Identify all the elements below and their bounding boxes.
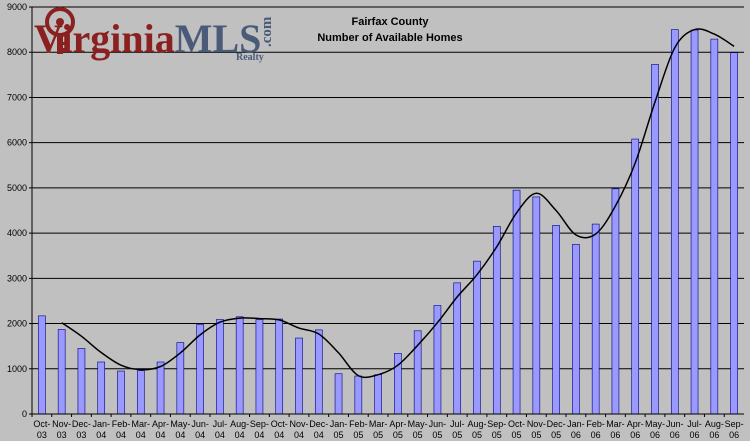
bar bbox=[354, 375, 363, 415]
x-tick-label: Sep-06 bbox=[725, 419, 744, 440]
y-tick-label: 1000 bbox=[7, 364, 27, 374]
bar bbox=[690, 29, 699, 415]
x-tick-label: Oct-05 bbox=[508, 419, 525, 440]
x-tick-label: Oct-04 bbox=[271, 419, 288, 440]
x-tick-label: Apr-05 bbox=[389, 419, 406, 440]
bar bbox=[651, 64, 659, 415]
bar bbox=[295, 337, 303, 415]
bar bbox=[77, 348, 86, 415]
trend-line bbox=[61, 28, 735, 379]
x-tick-label: Apr-06 bbox=[627, 419, 644, 440]
bar bbox=[57, 329, 66, 415]
bar bbox=[670, 29, 679, 415]
bar bbox=[334, 373, 343, 415]
x-tick-label: Jun-06 bbox=[666, 419, 684, 440]
chart-subtitle: Number of Available Homes bbox=[317, 32, 462, 44]
y-tick-label: 4000 bbox=[7, 228, 27, 238]
bar bbox=[572, 244, 580, 415]
y-tick-label: 5000 bbox=[7, 183, 27, 193]
bar bbox=[473, 260, 481, 415]
bar bbox=[38, 315, 46, 415]
x-tick-label: Jul-05 bbox=[450, 419, 465, 440]
y-tick-labels: 0 1000 2000 3000 4000 5000 6000 7000 8000 9000 bbox=[7, 2, 32, 419]
x-tick-label: Sep-05 bbox=[487, 419, 506, 440]
x-tick-label: Jun-05 bbox=[429, 419, 447, 440]
bar bbox=[255, 319, 264, 415]
x-tick-label: Aug-05 bbox=[467, 419, 486, 440]
logo-realty: Realty bbox=[236, 52, 264, 63]
y-tick-label: 2000 bbox=[7, 319, 27, 329]
x-tick-label: Jan-04 bbox=[92, 419, 110, 440]
x-tick-label: Sep-04 bbox=[250, 419, 269, 440]
key-icon bbox=[45, 7, 75, 54]
y-tick-label: 8000 bbox=[7, 47, 27, 57]
x-tick-label: Mar-05 bbox=[369, 419, 388, 440]
bar bbox=[532, 196, 541, 415]
x-tick-label: Oct-03 bbox=[33, 419, 50, 440]
bar bbox=[453, 282, 462, 415]
bar-series bbox=[38, 29, 738, 415]
x-tick-label: Feb-04 bbox=[112, 419, 131, 440]
x-tick-label: Mar-04 bbox=[132, 419, 151, 440]
bar bbox=[374, 374, 382, 415]
bar bbox=[314, 329, 323, 415]
logo-dotcom: .com bbox=[259, 16, 275, 47]
y-tick-label: 0 bbox=[22, 409, 27, 419]
x-tick-label: Nov-03 bbox=[52, 419, 71, 440]
x-tick-label: Dec-05 bbox=[547, 419, 566, 440]
x-tick-label: Jul-04 bbox=[213, 419, 228, 440]
virginiamls-logo: VirginiaMLS .com Realty bbox=[34, 7, 275, 63]
x-tick-label: Nov-04 bbox=[289, 419, 308, 440]
bar bbox=[97, 361, 106, 415]
x-tick-label: May-05 bbox=[408, 419, 428, 440]
bar bbox=[117, 370, 125, 415]
x-tick-label: Aug-04 bbox=[230, 419, 249, 440]
x-tick-label: Dec-04 bbox=[309, 419, 328, 440]
x-tick-label: May-04 bbox=[170, 419, 190, 440]
bar bbox=[492, 226, 501, 415]
x-tick-label: Nov-05 bbox=[527, 419, 546, 440]
y-tick-label: 9000 bbox=[7, 2, 27, 12]
bar bbox=[611, 188, 620, 415]
logo-text-mls: MLS bbox=[175, 16, 262, 61]
x-tick-label: Dec-03 bbox=[72, 419, 91, 440]
x-tick-label: Aug-06 bbox=[705, 419, 724, 440]
x-tick-label: Feb-05 bbox=[349, 419, 368, 440]
bar bbox=[730, 52, 738, 415]
bar bbox=[216, 319, 224, 415]
chart-title: Fairfax County bbox=[351, 16, 429, 28]
y-tick-label: 6000 bbox=[7, 138, 27, 148]
x-tick-label: Feb-06 bbox=[586, 419, 605, 440]
bar bbox=[156, 361, 165, 415]
bar bbox=[512, 189, 521, 415]
bar bbox=[136, 370, 145, 415]
x-tick-labels: Oct-03Nov-03Dec-03Jan-04Feb-04Mar-04Apr-… bbox=[31, 414, 744, 440]
bar bbox=[275, 318, 284, 415]
x-tick-label: Jan-05 bbox=[330, 419, 348, 440]
bar bbox=[710, 38, 719, 415]
logo-text-virginia: Virginia bbox=[34, 16, 175, 61]
x-tick-label: May-06 bbox=[645, 419, 665, 440]
x-tick-label: Jun-04 bbox=[191, 419, 209, 440]
bar bbox=[631, 138, 640, 415]
bar bbox=[235, 316, 244, 415]
y-tick-label: 3000 bbox=[7, 273, 27, 283]
bar bbox=[591, 223, 600, 415]
y-tick-label: 7000 bbox=[7, 92, 27, 102]
x-tick-label: Mar-06 bbox=[606, 419, 625, 440]
x-tick-label: Apr-04 bbox=[152, 419, 169, 440]
bar bbox=[552, 225, 560, 415]
x-tick-label: Jan-06 bbox=[567, 419, 585, 440]
x-tick-label: Jul-06 bbox=[687, 419, 702, 440]
svg-text:VirginiaMLS: VirginiaMLS bbox=[34, 16, 261, 61]
